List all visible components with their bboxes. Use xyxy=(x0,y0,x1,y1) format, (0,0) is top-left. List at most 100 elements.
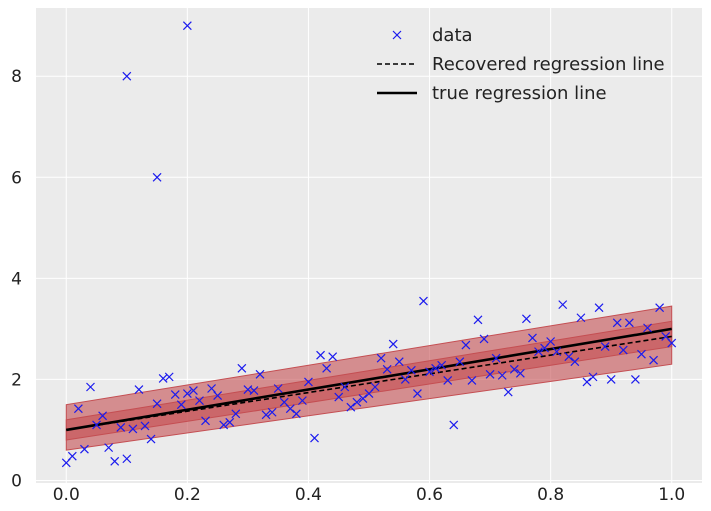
data-point xyxy=(122,71,132,81)
data-point xyxy=(310,433,319,443)
data-point xyxy=(213,391,223,401)
data-point-stroke xyxy=(667,338,677,348)
data-point xyxy=(370,382,380,392)
data-point xyxy=(552,347,562,357)
data-point-stroke xyxy=(612,318,622,328)
data-point-stroke xyxy=(546,337,556,346)
y-axis-ticks: 0 2 4 6 8 xyxy=(11,67,22,491)
data-point-stroke xyxy=(340,382,350,392)
data-point xyxy=(437,360,447,370)
data-point-stroke xyxy=(67,451,77,461)
data-point-stroke xyxy=(261,410,271,420)
data-point-stroke xyxy=(182,389,192,398)
data-point-stroke xyxy=(316,350,325,360)
data-point-stroke xyxy=(661,332,671,341)
data-point-stroke xyxy=(576,313,586,323)
data-point xyxy=(582,377,592,387)
y-tick-label: 2 xyxy=(11,370,22,390)
x-axis-ticks: 0.0 0.2 0.4 0.6 0.8 1.0 xyxy=(53,485,686,505)
data-point xyxy=(80,444,89,454)
data-point xyxy=(195,396,204,406)
data-point xyxy=(316,350,325,360)
data-point-stroke xyxy=(110,456,120,466)
data-point-stroke xyxy=(104,443,114,453)
data-point-stroke xyxy=(152,399,162,409)
data-point xyxy=(110,456,120,466)
x-tick-label: 0.2 xyxy=(174,485,201,505)
legend-label: data xyxy=(432,25,473,46)
data-point xyxy=(98,411,108,421)
data-point xyxy=(485,369,495,379)
data-point-stroke xyxy=(231,409,241,419)
data-point-stroke xyxy=(443,375,453,385)
data-point-stroke xyxy=(164,372,174,382)
data-point xyxy=(128,424,138,434)
data-point xyxy=(600,342,610,351)
data-point-stroke xyxy=(249,386,259,395)
data-point xyxy=(104,443,114,453)
data-point xyxy=(249,386,259,395)
data-point-stroke xyxy=(491,353,501,363)
x-tick-label: 0.4 xyxy=(295,485,322,505)
data-point xyxy=(358,394,368,404)
data-point-stroke xyxy=(461,340,471,350)
data-point xyxy=(546,337,556,346)
data-point xyxy=(503,387,513,397)
data-point xyxy=(400,374,410,384)
data-point xyxy=(521,314,531,324)
data-point-stroke xyxy=(376,353,386,363)
legend-label: true regression line xyxy=(432,83,607,104)
y-tick-label: 6 xyxy=(11,168,22,188)
data-point xyxy=(261,410,271,420)
data-point-stroke xyxy=(201,416,210,426)
data-point xyxy=(152,172,162,182)
data-point xyxy=(443,375,453,385)
x-tick-label: 0.6 xyxy=(416,485,443,505)
data-point-stroke xyxy=(582,377,592,387)
data-point xyxy=(515,368,525,378)
data-point xyxy=(146,434,156,444)
data-point-stroke xyxy=(80,444,89,454)
data-point-stroke xyxy=(485,369,495,379)
data-point xyxy=(231,409,241,419)
data-point-stroke xyxy=(370,382,380,392)
y-tick-label: 8 xyxy=(11,67,22,87)
data-point xyxy=(528,333,537,343)
data-point-stroke xyxy=(285,404,295,414)
data-point-stroke xyxy=(649,355,658,365)
data-point-stroke xyxy=(98,411,108,421)
data-point xyxy=(558,300,568,310)
data-point-stroke xyxy=(334,392,344,402)
data-point xyxy=(388,339,398,349)
data-point xyxy=(346,402,356,412)
legend-item: true regression line xyxy=(377,83,607,104)
data-point-stroke xyxy=(122,71,132,81)
grid xyxy=(36,8,702,483)
data-point-stroke xyxy=(594,303,604,313)
data-point-stroke xyxy=(176,400,186,410)
data-point xyxy=(134,385,144,394)
data-point xyxy=(461,340,471,350)
data-point xyxy=(431,363,441,373)
data-points xyxy=(61,21,677,468)
data-point xyxy=(352,397,362,407)
data-point-stroke xyxy=(419,296,428,306)
data-point xyxy=(497,370,507,380)
data-point-stroke xyxy=(624,318,634,328)
data-point-stroke xyxy=(437,360,447,370)
legend-label: Recovered regression line xyxy=(432,54,665,75)
data-point-stroke xyxy=(388,339,398,349)
data-point-stroke xyxy=(637,349,646,359)
data-point xyxy=(618,345,628,355)
data-point xyxy=(328,352,338,362)
legend-marker xyxy=(392,30,402,40)
data-point-stroke xyxy=(291,409,301,419)
data-point-stroke xyxy=(237,363,247,373)
data-point xyxy=(637,349,646,359)
data-point-stroke xyxy=(170,390,180,399)
data-point xyxy=(182,389,192,398)
data-point xyxy=(394,357,404,367)
data-point-stroke xyxy=(188,386,198,395)
data-point xyxy=(655,303,665,313)
